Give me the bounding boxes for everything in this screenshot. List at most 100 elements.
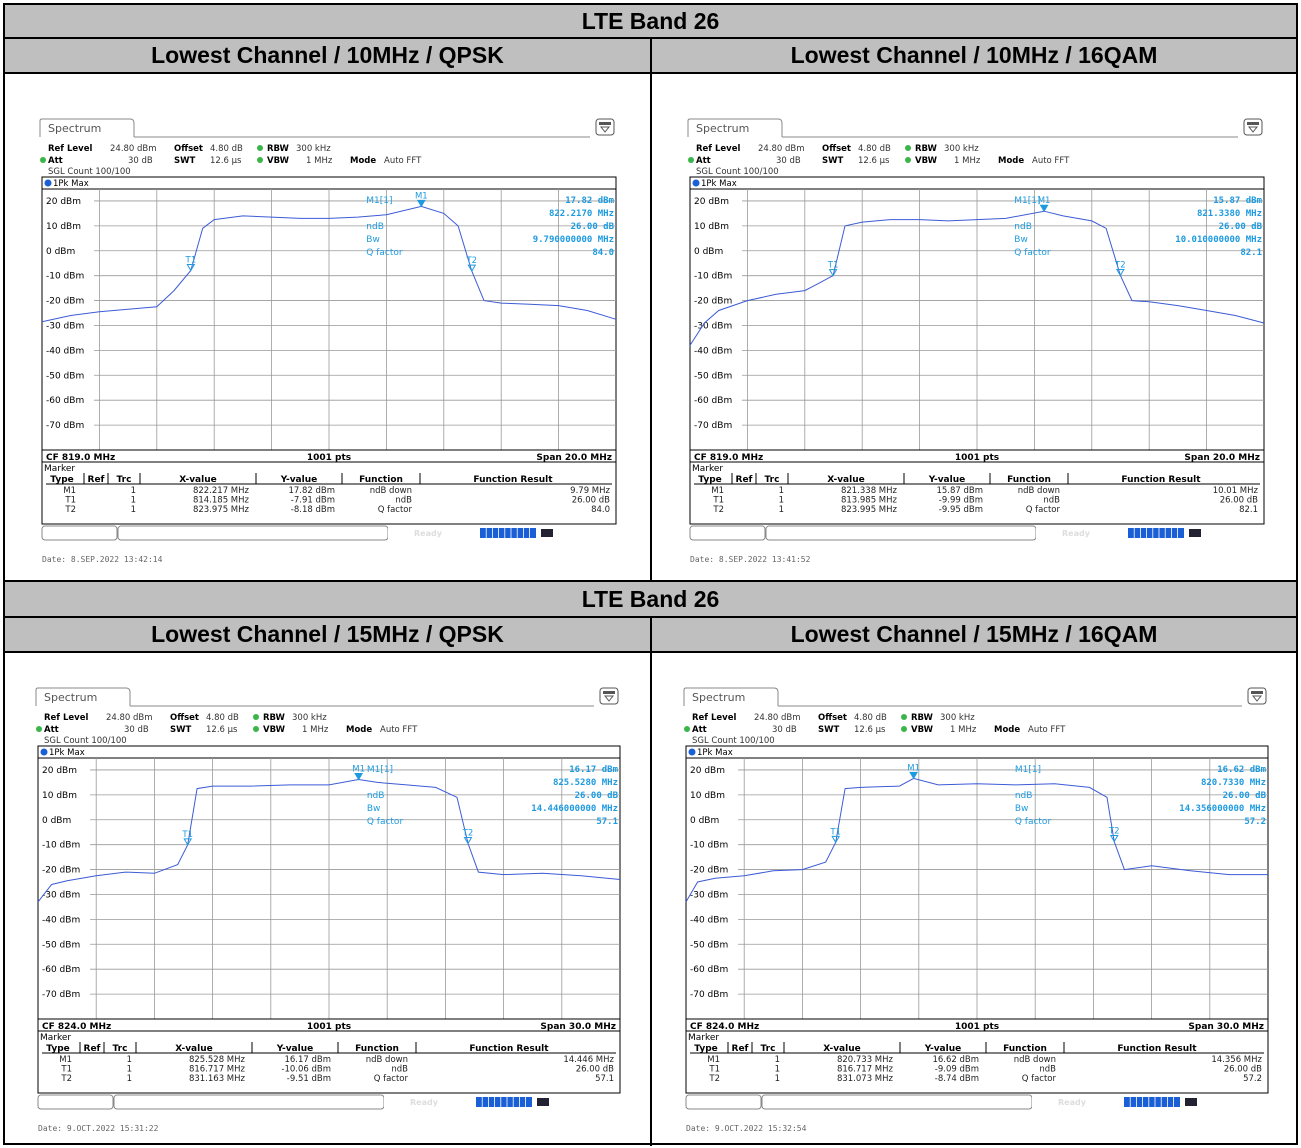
- table-cell: 823.975 MHz: [193, 505, 250, 515]
- status-field: [761, 1094, 1033, 1110]
- rbw-label: RBW: [263, 713, 286, 723]
- rbw-value: 300 kHz: [292, 713, 327, 723]
- att-value: 30 dB: [124, 725, 149, 735]
- ref-level-label: Ref Level: [692, 713, 736, 723]
- marker-info-label: ndB: [1015, 791, 1033, 801]
- status-field: [765, 525, 1037, 541]
- ref-level-label: Ref Level: [48, 144, 92, 154]
- marker-info-value: 820.7330 MHz: [1201, 778, 1266, 788]
- triangle-icon: [599, 126, 611, 133]
- y-tick-label: 20 dBm: [690, 766, 725, 776]
- triangle-icon: [1247, 126, 1259, 133]
- table-cell: -9.99 dBm: [939, 496, 983, 506]
- table-header: X-value: [823, 1044, 860, 1054]
- instrument-icon: [537, 1098, 549, 1106]
- divider: [650, 616, 652, 1146]
- mode-label: Mode: [346, 725, 372, 735]
- table-cell: M1: [711, 486, 724, 496]
- table-header: Ref: [84, 1044, 101, 1054]
- cell-title: Lowest Channel / 15MHz / QPSK: [5, 618, 650, 651]
- table-cell: 816.717 MHz: [189, 1065, 246, 1075]
- marker-symbol: [416, 199, 426, 208]
- marker-info-value: 26.00 dB: [1219, 222, 1263, 232]
- att-value: 30 dB: [772, 725, 797, 735]
- spectrum-screenshot: Spectrum Ref Level 24.80 dBm Offset 4.80 dB R…: [682, 686, 1272, 1146]
- display-mode-icon-bar: [603, 691, 615, 694]
- table-cell: ndB: [395, 496, 412, 506]
- offset-value: 4.80 dB: [858, 144, 891, 154]
- marker-info-label: Bw: [367, 804, 381, 814]
- swt-value: 12.6 µs: [206, 725, 238, 735]
- y-tick-label: 20 dBm: [694, 197, 729, 207]
- capture-date: Date: 8.SEP.2022 13:42:14: [42, 555, 163, 564]
- vbw-indicator-dot: [905, 157, 911, 163]
- y-tick-label: -40 dBm: [46, 346, 84, 356]
- capture-date: Date: 9.OCT.2022 15:31:22: [38, 1124, 159, 1133]
- marker-info-value: 17.82 dBm: [565, 196, 614, 206]
- offset-label: Offset: [174, 144, 203, 154]
- vbw-indicator-dot: [901, 726, 907, 732]
- spectrum-tab: [683, 687, 779, 706]
- table-cell: 1: [775, 1055, 780, 1065]
- vbw-label: VBW: [263, 725, 286, 735]
- att-label: Att: [48, 156, 63, 166]
- ref-level-value: 24.80 dBm: [754, 713, 801, 723]
- vbw-value: 1 MHz: [306, 156, 333, 166]
- mode-value: Auto FFT: [380, 725, 418, 735]
- table-cell: ndB down: [366, 1055, 408, 1065]
- trace-indicator-dot: [44, 179, 52, 187]
- status-field: [113, 1094, 385, 1110]
- table-cell: 26.00 dB: [572, 496, 610, 506]
- offset-value: 4.80 dB: [206, 713, 239, 723]
- marker-m1: M1: [352, 764, 365, 781]
- table-cell: M1: [707, 1055, 720, 1065]
- table-cell: 822.217 MHz: [193, 486, 250, 496]
- table-header: Ref: [88, 475, 105, 485]
- mode-label: Mode: [998, 156, 1024, 166]
- y-tick-label: -40 dBm: [42, 915, 80, 925]
- att-indicator-dot: [684, 726, 690, 732]
- table-cell: M1: [59, 1055, 72, 1065]
- marker-info-value: 10.010000000 MHz: [1175, 235, 1262, 245]
- marker-t1: T1: [181, 830, 193, 846]
- y-tick-label: 10 dBm: [42, 791, 77, 801]
- y-tick-label: -50 dBm: [46, 371, 84, 381]
- marker-info-label: Bw: [1015, 804, 1029, 814]
- table-header: X-value: [827, 475, 864, 485]
- vbw-indicator-dot: [257, 157, 263, 163]
- table-cell: 10.01 MHz: [1213, 486, 1259, 496]
- marker-t1: T1: [827, 261, 838, 277]
- sgl-count: SGL Count 100/100: [692, 736, 775, 746]
- table-cell: 1: [127, 1074, 132, 1084]
- table-cell: 17.82 dBm: [288, 486, 335, 496]
- sweep-points: 1001 pts: [307, 453, 351, 463]
- table-cell: Q factor: [378, 505, 413, 515]
- marker-t1: T1: [829, 827, 841, 844]
- table-cell: -7.91 dBm: [291, 496, 335, 506]
- capture-date: Date: 8.SEP.2022 13:41:52: [690, 555, 811, 564]
- display-mode-icon-bar: [1247, 122, 1259, 125]
- trace-indicator-dot: [692, 179, 700, 187]
- table-cell: T1: [60, 1065, 72, 1075]
- swt-label: SWT: [170, 725, 191, 735]
- table-cell: ndB: [1043, 496, 1060, 506]
- y-tick-label: -10 dBm: [690, 841, 728, 851]
- marker-symbol: [828, 269, 838, 277]
- instrument-icon: [541, 529, 553, 537]
- spectrum-tab-label: Spectrum: [692, 691, 745, 704]
- mode-value: Auto FFT: [1028, 725, 1066, 735]
- trace-indicator-dot: [40, 748, 48, 756]
- sweep-points: 1001 pts: [307, 1022, 351, 1032]
- y-tick-label: -70 dBm: [42, 990, 80, 1000]
- y-tick-label: -20 dBm: [690, 866, 728, 876]
- marker-table-title: Marker: [688, 1033, 719, 1043]
- span-label: Span 30.0 MHz: [1188, 1022, 1264, 1032]
- table-header: X-value: [179, 475, 216, 485]
- marker-label: M1: [1038, 196, 1051, 206]
- display-mode-icon-bar: [1251, 691, 1263, 694]
- table-header: X-value: [175, 1044, 212, 1054]
- rbw-label: RBW: [267, 144, 290, 154]
- y-tick-label: -40 dBm: [694, 346, 732, 356]
- marker-label: T2: [1108, 827, 1120, 837]
- triangle-icon: [1251, 695, 1263, 702]
